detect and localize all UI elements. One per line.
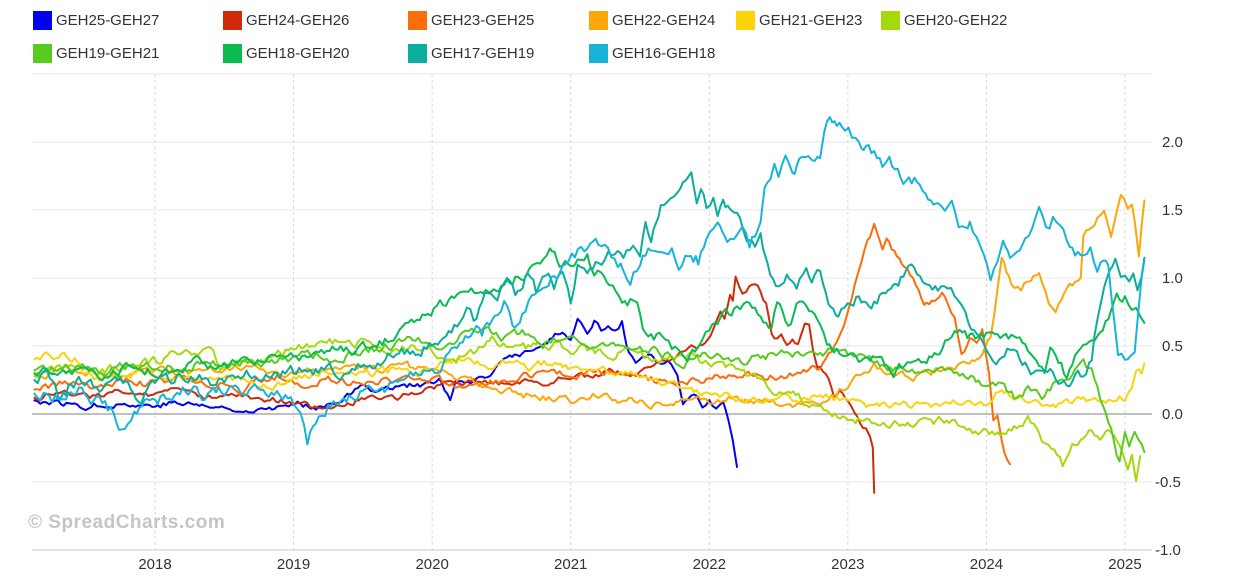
legend-swatch-icon [408,11,427,30]
legend-item-geh24-geh26[interactable]: GEH24-GEH26 [223,11,349,30]
legend-item-label: GEH21-GEH23 [759,12,863,29]
legend-item-geh21-geh23[interactable]: GEH21-GEH23 [736,11,862,30]
legend-item-geh19-geh21[interactable]: GEH19-GEH21 [33,44,159,63]
x-axis-label: 2024 [970,556,1003,573]
y-axis-label: 2.0 [1162,134,1183,151]
legend-item-label: GEH18-GEH20 [246,45,350,62]
legend-swatch-icon [736,11,755,30]
legend-swatch-icon [33,11,52,30]
legend-item-label: GEH23-GEH25 [431,12,535,29]
series-line-geh23-geh25[interactable] [33,222,1011,466]
series-plot-area[interactable] [33,116,1146,494]
legend-swatch-icon [589,11,608,30]
legend-item-label: GEH17-GEH19 [431,45,535,62]
legend-item-label: GEH25-GEH27 [56,12,160,29]
y-axis-label: 1.0 [1162,270,1183,287]
x-axis-label: 2021 [554,556,587,573]
legend-item-geh18-geh20[interactable]: GEH18-GEH20 [223,44,349,63]
series-line-geh24-geh26[interactable] [33,275,876,494]
legend-swatch-icon [223,44,242,63]
y-axis-label: 1.5 [1162,202,1183,219]
legend-swatch-icon [33,44,52,63]
legend-item-geh17-geh19[interactable]: GEH17-GEH19 [408,44,534,63]
legend-item-label: GEH24-GEH26 [246,12,350,29]
axis-labels: 2.0 1.5 1.0 0.5 0.0 -0.5 -1.0 2018 2019 2020 2021 2… [138,134,1183,573]
x-axis-label: 2025 [1108,556,1141,573]
y-axis-label: 0.0 [1162,406,1183,423]
x-axis-label: 2022 [693,556,726,573]
x-axis-label: 2020 [415,556,448,573]
x-axis-label: 2023 [831,556,864,573]
legend-swatch-icon [223,11,242,30]
legend-swatch-icon [881,11,900,30]
legend-item-geh16-geh18[interactable]: GEH16-GEH18 [589,44,715,63]
series-line-geh19-geh21[interactable] [33,325,1146,463]
legend-swatch-icon [408,44,427,63]
series-line-geh22-geh24[interactable] [33,193,1146,410]
series-line-geh21-geh23[interactable] [33,351,1146,409]
grid-lines [32,73,1152,551]
x-axis-label: 2019 [277,556,310,573]
y-axis-label: 0.5 [1162,338,1183,355]
legend-swatch-icon [589,44,608,63]
legend-item-label: GEH20-GEH22 [904,12,1008,29]
series-line-geh18-geh20[interactable] [33,247,1146,382]
legend-item-label: GEH19-GEH21 [56,45,160,62]
legend-item-geh23-geh25[interactable]: GEH23-GEH25 [408,11,534,30]
x-axis-label: 2018 [138,556,171,573]
y-axis-label: -0.5 [1155,474,1181,491]
watermark: © SpreadCharts.com [28,512,226,533]
legend-item-label: GEH22-GEH24 [612,12,716,29]
legend-item-label: GEH16-GEH18 [612,45,716,62]
legend-item-geh22-geh24[interactable]: GEH22-GEH24 [589,11,715,30]
legend-item-geh20-geh22[interactable]: GEH20-GEH22 [881,11,1007,30]
chart-legend: GEH25-GEH27 GEH24-GEH26 GEH23-GEH25 GEH22-G… [0,0,1234,70]
series-line-geh16-geh18[interactable] [33,116,1146,446]
legend-item-geh25-geh27[interactable]: GEH25-GEH27 [33,11,159,30]
series-line-geh17-geh19[interactable] [33,171,1146,405]
y-axis-label: -1.0 [1155,542,1181,559]
